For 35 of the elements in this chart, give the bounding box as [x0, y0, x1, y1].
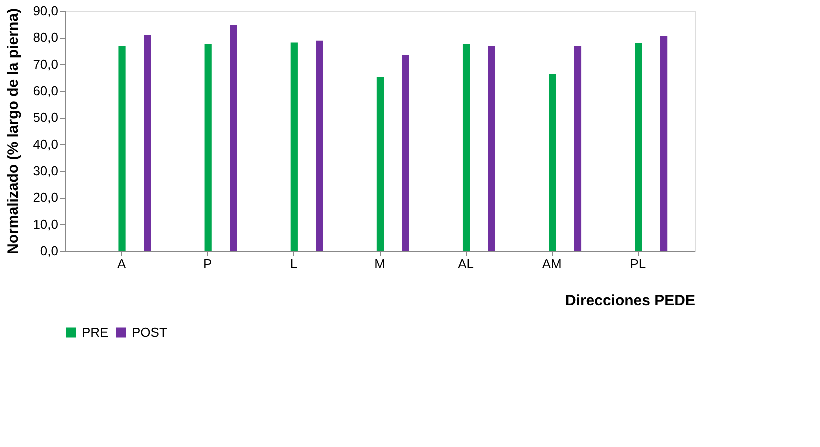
- bar: [660, 36, 668, 251]
- y-tick-label: 0,0: [40, 244, 58, 258]
- y-tick-label: 30,0: [33, 164, 58, 178]
- x-tick-label: A: [117, 256, 126, 272]
- legend-label: PRE: [82, 324, 110, 340]
- x-tick-label: AL: [458, 256, 474, 272]
- y-tick-label: 90,0: [33, 4, 58, 18]
- y-tick-label: 10,0: [33, 216, 58, 232]
- x-tick-label: PL: [630, 256, 646, 272]
- bar: [402, 55, 410, 251]
- bar: [462, 44, 470, 251]
- bar: [635, 43, 642, 251]
- y-tick-label: 60,0: [33, 84, 58, 98]
- x-tick-label: L: [290, 256, 298, 272]
- bar: [376, 77, 384, 251]
- x-tick-label: M: [374, 256, 386, 272]
- bar: [316, 40, 324, 251]
- y-tick-label: 20,0: [33, 190, 58, 206]
- y-tick-label: 80,0: [33, 30, 58, 46]
- x-axis-title: Direcciones PEDE: [565, 292, 696, 310]
- x-tick-label: AM: [542, 256, 562, 272]
- bar: [118, 46, 126, 251]
- bar: [488, 46, 496, 251]
- y-axis-title: Normalizado (% largo de la pierna): [5, 8, 22, 254]
- bar: [144, 35, 152, 251]
- bar: [549, 74, 556, 251]
- legend-label: POST: [132, 324, 168, 340]
- bar: [204, 44, 212, 251]
- y-tick-label: 70,0: [33, 56, 58, 72]
- bar: [230, 25, 238, 251]
- y-tick-label: 40,0: [33, 136, 58, 152]
- x-tick-label: P: [204, 256, 212, 272]
- bar: [574, 46, 582, 251]
- y-tick-label: 50,0: [33, 110, 58, 126]
- bar: [290, 42, 298, 251]
